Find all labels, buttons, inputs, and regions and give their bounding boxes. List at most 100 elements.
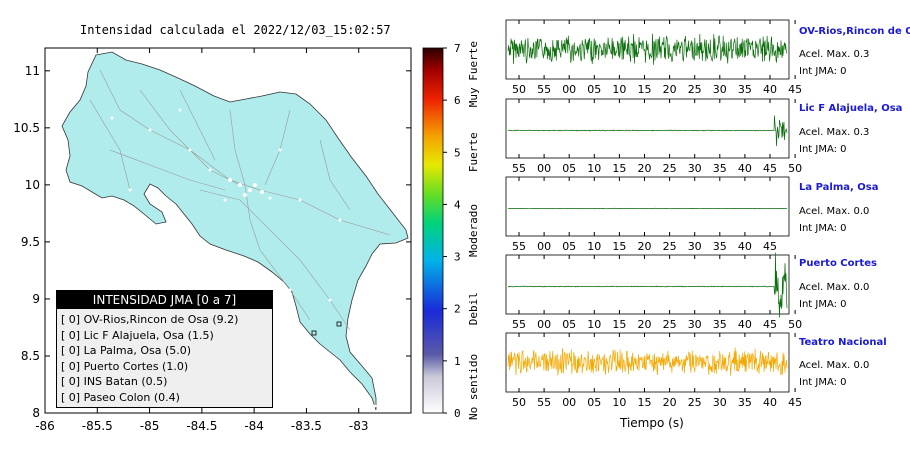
scale-tick-label: 1	[454, 355, 461, 368]
channel-acel: Acel. Max. 0.0	[799, 206, 870, 217]
time-tick-label: 30	[688, 318, 702, 331]
channel-title: La Palma, Osa	[799, 182, 879, 193]
legend-item: [ 0] Paseo Colon (0.4)	[61, 390, 180, 404]
time-tick-label: 15	[638, 83, 652, 96]
scale-tick-label: 2	[454, 303, 461, 316]
channel-title: Teatro Nacional	[799, 337, 887, 348]
waveform-trace	[507, 115, 788, 147]
time-tick-label: 55	[512, 162, 526, 175]
time-tick-label: 35	[713, 162, 727, 175]
scale-category-label: No sentido	[467, 354, 480, 420]
legend-item: [ 0] Puerto Cortes (1.0)	[61, 359, 189, 373]
channel-jma: Int JMA: 0	[799, 144, 847, 155]
time-tick-label: 05	[562, 162, 576, 175]
map-y-axis: 11 10.5 10 9.5 9 8.5 8	[13, 64, 411, 420]
legend-list: [ 0] OV-Rios,Rincon de Osa (9.2) [ 0] Li…	[57, 312, 272, 406]
time-tick-label: 10	[612, 396, 626, 409]
panel-frame	[505, 98, 790, 159]
time-tick-label: 00	[562, 83, 576, 96]
time-tick-label: 20	[638, 240, 652, 253]
time-tick-label: 50	[788, 318, 802, 331]
legend-title: INTENSIDAD JMA [0 a 7]	[57, 291, 272, 309]
legend-item: [ 0] La Palma, Osa (5.0)	[61, 344, 192, 358]
waveform-panel: 50 55 00 05 10 15 20 25 30 35 40 45	[505, 19, 802, 96]
time-tick-label: 15	[638, 396, 652, 409]
time-tick-label: 30	[688, 240, 702, 253]
channel-title: OV-Rios,Rincon de Osa	[799, 26, 910, 37]
time-tick-label: 00	[537, 162, 551, 175]
time-tick-label: 40	[738, 318, 752, 331]
map-y-tick-label: 10	[25, 178, 40, 192]
time-tick-label: 25	[663, 240, 677, 253]
time-tick-label: 55	[512, 240, 526, 253]
station-dots	[110, 108, 377, 408]
time-tick-label: 35	[738, 396, 752, 409]
time-tick-label: 20	[663, 83, 677, 96]
scale-tick-label: 5	[454, 146, 461, 159]
time-tick-label: 10	[587, 162, 601, 175]
time-tick-label: 35	[738, 83, 752, 96]
scale-category-label: Muy Fuerte	[467, 41, 480, 107]
time-tick-label: 55	[537, 83, 551, 96]
time-tick-label: 05	[562, 240, 576, 253]
channel-jma: Int JMA: 0	[799, 377, 847, 388]
time-tick-label: 45	[788, 83, 802, 96]
channel-jma: Int JMA: 0	[799, 66, 847, 77]
legend-item: [ 0] Lic F Alajuela, Osa (1.5)	[61, 328, 214, 342]
color-scale-categories: No sentido Debil Moderado Fuerte Muy Fuerte	[467, 41, 480, 420]
intensity-legend: INTENSIDAD JMA [0 a 7] [ 0] OV-Rios,Rinc…	[56, 290, 273, 408]
waveform-trace	[507, 252, 788, 318]
scale-tick-label: 0	[454, 407, 461, 420]
time-tick-label: 05	[587, 396, 601, 409]
time-tick-label: 45	[763, 318, 777, 331]
time-tick-label: 05	[587, 83, 601, 96]
road-network	[89, 69, 391, 331]
waveform-trace	[507, 33, 788, 65]
time-tick-label: 40	[738, 240, 752, 253]
time-tick-label: 35	[713, 240, 727, 253]
time-tick-label: 20	[638, 318, 652, 331]
panel-frame	[505, 254, 790, 315]
map-x-tick-label: -86	[35, 419, 55, 433]
map-x-axis: -86 -85.5 -85 -84.5 -84 -83.5 -83	[35, 48, 369, 433]
time-tick-label: 55	[537, 396, 551, 409]
time-tick-label: 40	[738, 162, 752, 175]
scale-tick-label: 7	[454, 42, 461, 55]
time-tick-label: 15	[612, 240, 626, 253]
time-tick-label: 10	[612, 83, 626, 96]
map-y-tick-label: 8.5	[21, 349, 40, 363]
time-tick-label: 25	[688, 396, 702, 409]
time-tick-label: 25	[688, 83, 702, 96]
scale-tick-label: 6	[454, 94, 461, 107]
time-tick-label: 55	[512, 318, 526, 331]
time-tick-label: 45	[763, 162, 777, 175]
map-x-tick-label: -85.5	[82, 419, 113, 433]
time-tick-label: 20	[663, 396, 677, 409]
waveform-panel: 55 00 05 10 15 20 25 30 35 40 45	[505, 176, 790, 253]
map-x-tick-label: -83	[349, 419, 369, 433]
costa-rica-landmass	[61, 51, 409, 411]
time-tick-label: 25	[663, 162, 677, 175]
station-marker	[311, 330, 317, 336]
map-title: Intensidad calculada el 2022/12/03_15:02…	[80, 23, 391, 37]
time-tick-label: 40	[763, 83, 777, 96]
map-y-tick-label: 10.5	[13, 121, 40, 135]
color-scale-bar	[422, 47, 444, 414]
scale-category-label: Fuerte	[467, 132, 480, 172]
time-tick-label: 15	[612, 318, 626, 331]
waveform-panel: 55 00 05 10 15 20 25 30 35 40 45 50	[505, 252, 802, 331]
map-x-tick-label: -84.5	[186, 419, 217, 433]
time-tick-label: 40	[763, 396, 777, 409]
panel-frame	[505, 176, 790, 237]
map-y-tick-label: 8	[32, 406, 40, 420]
time-tick-label: 50	[512, 396, 526, 409]
channel-title: Lic F Alajuela, Osa	[799, 103, 903, 114]
time-tick-label: 45	[788, 396, 802, 409]
map-y-tick-label: 9.5	[21, 235, 40, 249]
channel-acel: Acel. Max. 0.3	[799, 49, 870, 60]
legend-item: [ 0] INS Batan (0.5)	[61, 375, 168, 389]
time-axis-label: Tiempo (s)	[620, 416, 684, 430]
time-tick-label: 30	[713, 83, 727, 96]
time-tick-label: 50	[788, 162, 802, 175]
